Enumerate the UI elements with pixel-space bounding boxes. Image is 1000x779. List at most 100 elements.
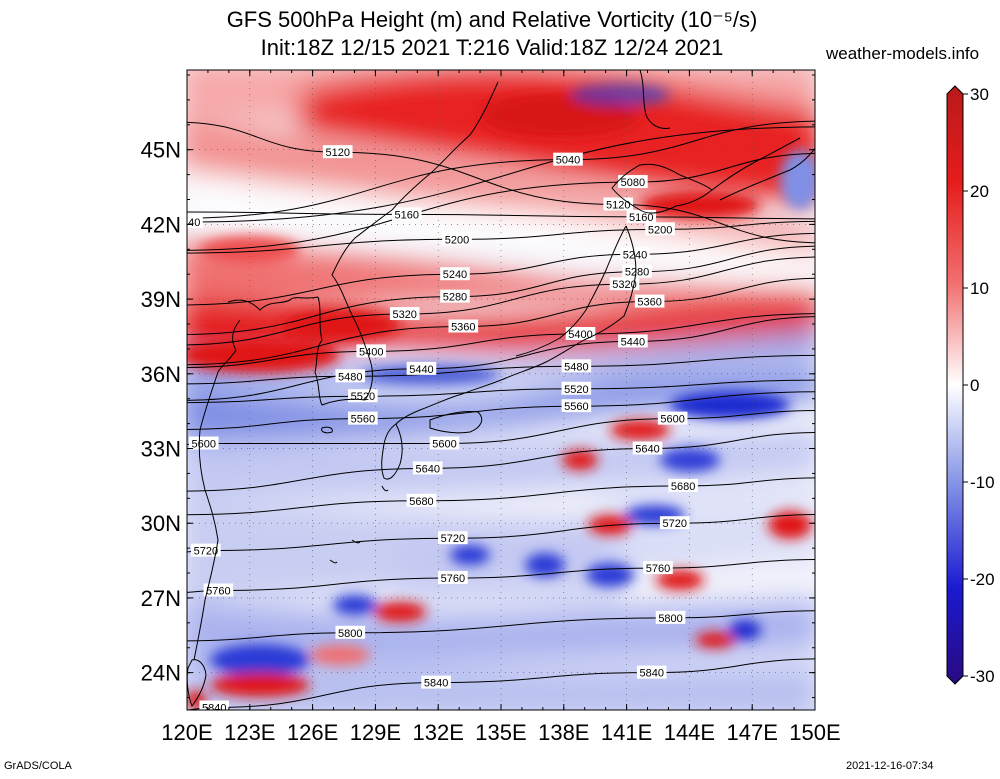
contour-label: 5360 bbox=[451, 321, 475, 333]
height-contour-line bbox=[187, 316, 815, 401]
title-line-1: GFS 500hPa Height (m) and Relative Vorti… bbox=[226, 7, 758, 32]
contour-label-bg bbox=[191, 543, 221, 557]
contour-label-bg bbox=[618, 334, 648, 348]
contour-label-bg bbox=[634, 294, 665, 308]
contour-label: 5720 bbox=[441, 533, 465, 545]
contour-label-bg bbox=[203, 583, 234, 597]
height-contour-line bbox=[187, 121, 815, 244]
contour-label-bg bbox=[348, 411, 378, 425]
height-contour-line bbox=[187, 610, 815, 642]
contour-label: 5840 bbox=[202, 703, 226, 715]
contour-label-bg bbox=[553, 152, 583, 166]
contour-label: 5240 bbox=[443, 269, 467, 281]
height-contour-line bbox=[187, 477, 815, 516]
contour-label-bg bbox=[389, 307, 420, 321]
height-contour-line bbox=[187, 354, 815, 385]
contour-label-bg bbox=[442, 232, 472, 246]
contour-label-bg bbox=[356, 344, 387, 358]
contour-label: 5160 bbox=[629, 212, 653, 224]
contour-label-bg bbox=[561, 381, 592, 395]
height-contour-line bbox=[187, 432, 815, 492]
lon-tick-label: 147E bbox=[727, 720, 778, 745]
contour-label: 5800 bbox=[338, 628, 362, 640]
contour-label: 5760 bbox=[441, 573, 465, 585]
contour-label: 5520 bbox=[351, 391, 375, 403]
contour-label: 5720 bbox=[194, 546, 218, 558]
contour-label: 5080 bbox=[621, 177, 645, 189]
contour-label: 5760 bbox=[206, 585, 230, 597]
height-contour-line bbox=[187, 126, 815, 223]
lat-tick-label: 24N bbox=[141, 661, 181, 686]
contour-label-bg bbox=[322, 145, 353, 159]
contour-label-bg bbox=[406, 493, 437, 507]
lon-tick-label: 132E bbox=[413, 720, 464, 745]
contour-label-bg bbox=[440, 289, 470, 303]
contour-label: 5520 bbox=[564, 384, 588, 396]
height-contour-line bbox=[187, 379, 815, 404]
contour-label-bg bbox=[438, 571, 468, 585]
vorticity-field bbox=[187, 70, 815, 710]
coastlines bbox=[187, 70, 815, 708]
contour-label: 5560 bbox=[351, 414, 375, 426]
contour-label: 5640 bbox=[635, 444, 659, 456]
contour-label: 5600 bbox=[192, 439, 216, 451]
contour-label: 5320 bbox=[392, 309, 416, 321]
contour-label: 5440 bbox=[621, 336, 645, 348]
contour-label-bg bbox=[565, 326, 596, 340]
lat-tick-label: 39N bbox=[141, 287, 181, 312]
contour-label-bg bbox=[645, 222, 675, 236]
contour-label-bg bbox=[668, 478, 698, 492]
contour-label-bg bbox=[632, 441, 663, 455]
colorbar-tick-label: -10 bbox=[970, 473, 995, 492]
contour-label-bg bbox=[618, 175, 648, 189]
contour-label-bg bbox=[199, 700, 230, 710]
lat-tick-label: 45N bbox=[141, 138, 181, 163]
contour-label: 5600 bbox=[660, 414, 684, 426]
contour-label-bg bbox=[335, 369, 366, 383]
colorbar-tick-label: 10 bbox=[970, 279, 989, 298]
contour-label: 5040 bbox=[556, 155, 580, 167]
title-line-2: Init:18Z 12/15 2021 T:216 Valid:18Z 12/2… bbox=[260, 35, 724, 60]
lat-tick-label: 30N bbox=[141, 511, 181, 536]
lat-tick-label: 42N bbox=[141, 212, 181, 237]
contour-label-bg bbox=[392, 207, 422, 221]
lon-tick-label: 123E bbox=[224, 720, 275, 745]
colorbar-tick-label: -20 bbox=[970, 570, 995, 589]
colorbar-bar bbox=[946, 85, 964, 685]
colorbar-tick-label: -30 bbox=[970, 667, 995, 686]
contour-label-bg bbox=[429, 436, 460, 450]
contour-label: 5120 bbox=[325, 147, 349, 159]
vorticity-small-features bbox=[187, 83, 815, 710]
render-timestamp: 2021-12-16-07:34 bbox=[846, 760, 934, 772]
contour-label: 5400 bbox=[359, 346, 383, 358]
contour-label: 5160 bbox=[395, 209, 419, 221]
contour-label: 5680 bbox=[409, 496, 433, 508]
colorbar-tick-label: 0 bbox=[970, 376, 979, 395]
height-contour-line bbox=[187, 391, 815, 430]
lon-tick-label: 141E bbox=[601, 720, 652, 745]
contour-label: 5360 bbox=[637, 297, 661, 309]
contour-label: 5720 bbox=[663, 518, 687, 530]
height-contour-line bbox=[187, 220, 815, 254]
contour-label: 240 bbox=[182, 217, 200, 229]
contour-label: 5480 bbox=[564, 361, 588, 373]
contour-label: 5560 bbox=[564, 401, 588, 413]
contour-label-bg bbox=[655, 610, 686, 624]
height-contour-line bbox=[187, 232, 815, 306]
contour-label-bg bbox=[421, 675, 451, 689]
contour-label: 5640 bbox=[415, 463, 439, 475]
colorbar-tick-label: 30 bbox=[970, 85, 989, 104]
lon-tick-label: 120E bbox=[161, 720, 212, 745]
height-contour-line bbox=[187, 256, 815, 346]
contour-label-bg bbox=[448, 319, 479, 333]
lat-tick-label: 36N bbox=[141, 362, 181, 387]
contour-label-bg bbox=[412, 461, 443, 475]
lat-tick-label: 27N bbox=[141, 586, 181, 611]
contour-label: 5680 bbox=[671, 481, 695, 493]
contour-label-bg bbox=[440, 267, 470, 281]
contour-label: 5280 bbox=[443, 292, 467, 304]
colorbar-tick-label: 20 bbox=[970, 182, 989, 201]
contour-label-bg bbox=[636, 665, 667, 679]
